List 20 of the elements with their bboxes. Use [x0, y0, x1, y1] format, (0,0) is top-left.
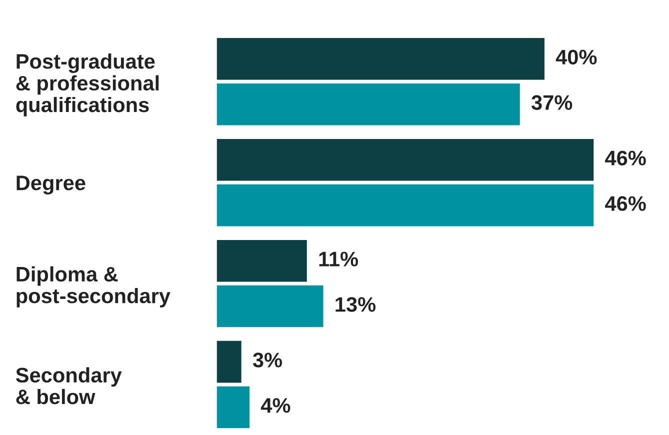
bar [216, 83, 520, 126]
y-tick-label: Secondary & below [16, 367, 122, 404]
data-label: 40% [556, 50, 597, 65]
data-label: 46% [605, 150, 646, 166]
y-tick-label: Degree [16, 176, 86, 195]
bar [216, 285, 324, 328]
bar [216, 138, 594, 181]
data-label: 3% [252, 352, 282, 368]
data-label: 37% [531, 95, 572, 110]
bar [216, 240, 307, 282]
data-label: 4% [260, 398, 290, 413]
data-label: 46% [605, 196, 646, 211]
y-tick-label: Post-graduate & professional qualifications [16, 53, 159, 116]
data-label: 11% [319, 252, 358, 266]
bar [216, 386, 250, 428]
bar [216, 38, 544, 80]
data-label: 13% [336, 297, 376, 312]
bar [216, 184, 594, 226]
y-tick-label: Diploma & post-secondary [16, 266, 170, 308]
bar [216, 340, 242, 383]
